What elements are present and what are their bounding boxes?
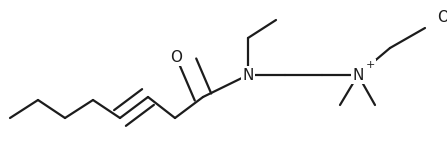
- Text: N: N: [352, 68, 364, 82]
- Text: O: O: [170, 50, 182, 64]
- Text: +: +: [365, 60, 375, 70]
- Text: N: N: [242, 68, 254, 82]
- Text: OH: OH: [437, 11, 447, 26]
